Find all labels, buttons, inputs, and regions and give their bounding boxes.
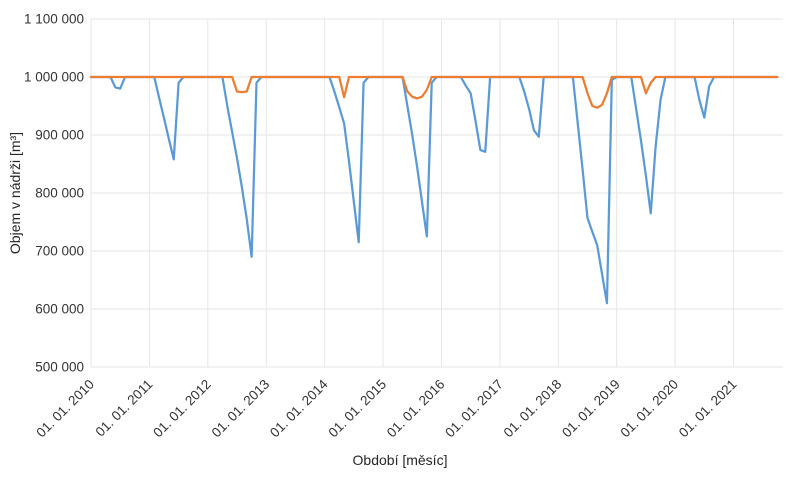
x-tick-label: 01. 01. 2015	[325, 377, 389, 441]
y-tick-label: 1 000 000	[24, 70, 84, 85]
x-tick-label: 01. 01. 2013	[209, 377, 273, 441]
x-tick-label: 01. 01. 2010	[33, 377, 97, 441]
x-tick-label: 01. 01. 2014	[267, 376, 331, 440]
y-tick-label: 700 000	[35, 244, 84, 259]
x-axis-title: Období [měsíc]	[352, 452, 448, 468]
series-blue-line	[89, 75, 779, 305]
y-tick-label: 800 000	[35, 186, 84, 201]
x-tick-label: 01. 01. 2021	[676, 377, 740, 441]
x-tick-label: 01. 01. 2011	[93, 377, 156, 440]
x-tick-label: 01. 01. 2017	[442, 377, 506, 441]
y-tick-label: 900 000	[35, 128, 84, 143]
x-tick-label: 01. 01. 2019	[559, 377, 623, 441]
y-tick-label: 600 000	[35, 302, 84, 317]
x-tick-label: 01. 01. 2018	[501, 377, 565, 441]
series-orange-line	[89, 75, 779, 109]
x-tick-label: 01. 01. 2020	[618, 377, 682, 441]
x-tick-label: 01. 01. 2012	[150, 377, 214, 441]
y-axis-title: Objem v nádrži [m³]	[7, 131, 23, 255]
y-tick-label: 1 100 000	[24, 12, 84, 27]
y-tick-label: 500 000	[35, 360, 84, 375]
x-tick-label: 01. 01. 2016	[384, 377, 448, 441]
